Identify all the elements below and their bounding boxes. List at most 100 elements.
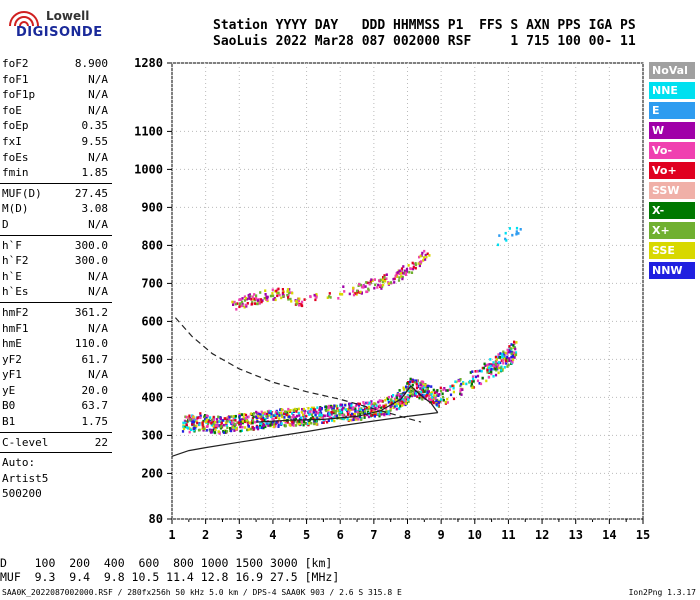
echo-point [511, 360, 514, 364]
legend-vo: Vo+ [649, 162, 695, 179]
echo-point [263, 296, 266, 300]
echo-point [344, 408, 347, 411]
echo-point [515, 341, 518, 344]
echo-point [244, 413, 248, 417]
echo-point [271, 414, 274, 417]
param-value: 110.0 [74, 337, 108, 351]
echo-point [222, 423, 225, 427]
echo-point [383, 276, 386, 279]
echo-point [399, 404, 402, 408]
echo-point [506, 348, 509, 352]
param-key: yE [2, 383, 16, 397]
echo-point [408, 383, 411, 386]
echo-point [297, 411, 300, 415]
echo-point [231, 421, 234, 424]
echo-point [287, 294, 290, 297]
echo-point [256, 302, 259, 306]
echo-point [216, 421, 219, 424]
echo-point [195, 424, 198, 428]
echo-point [374, 413, 377, 416]
echo-point [363, 407, 367, 410]
echo-point [397, 393, 401, 396]
echo-point [348, 410, 351, 413]
echo-point [222, 419, 225, 422]
echo-point [471, 370, 474, 373]
echo-point [392, 394, 395, 397]
echo-point [251, 425, 254, 429]
echo-point [342, 406, 345, 410]
echo-point [261, 411, 265, 415]
echo-point [243, 299, 247, 302]
echo-point [228, 420, 232, 424]
echo-point [396, 392, 399, 396]
echo-point [421, 398, 424, 401]
echo-point [207, 420, 210, 423]
echo-point [384, 398, 387, 402]
echo-point [192, 415, 195, 419]
echo-point [255, 302, 258, 306]
echo-point [341, 413, 344, 417]
echo-point [513, 356, 516, 359]
echo-point [378, 404, 382, 407]
echo-point [265, 415, 268, 418]
echo-point [513, 342, 516, 345]
echo-point [314, 298, 317, 302]
echo-point [515, 232, 518, 236]
brand-line1: Lowell [46, 9, 90, 23]
echo-point [354, 410, 357, 413]
echo-point [444, 400, 447, 404]
echo-point [260, 415, 263, 418]
echo-point [266, 298, 269, 301]
echo-point [294, 416, 297, 419]
echo-point [242, 417, 246, 420]
echo-point [387, 395, 390, 399]
echo-point [287, 407, 290, 411]
echo-point [307, 419, 310, 422]
echo-point [497, 366, 500, 370]
echo-point [489, 364, 492, 368]
echo-point [325, 405, 328, 408]
echo-point [394, 399, 397, 402]
echo-point [315, 296, 318, 299]
echo-point [508, 348, 511, 352]
echo-point [292, 421, 295, 425]
echo-point [327, 408, 330, 411]
echo-point [278, 411, 281, 415]
echo-point [409, 390, 412, 394]
param-row-mufd: MUF(D) 27.45 [0, 186, 112, 202]
echo-point [499, 366, 502, 370]
echo-point [202, 426, 205, 429]
echo-point [506, 352, 509, 355]
echo-point [395, 394, 398, 398]
echo-point [366, 290, 369, 293]
echo-point [224, 431, 227, 434]
echo-point [514, 351, 518, 354]
echo-point [424, 258, 427, 261]
echo-point [387, 410, 390, 413]
echo-point [332, 407, 335, 410]
y-tick-label: 80 [149, 512, 163, 526]
echo-point [481, 366, 484, 370]
echo-point [362, 401, 365, 404]
echo-point [211, 420, 214, 423]
echo-point [352, 290, 355, 293]
echo-point [286, 293, 289, 297]
x-tick-label: 5 [303, 528, 310, 542]
echo-point [240, 304, 243, 308]
echo-point [283, 416, 286, 419]
echo-point [288, 288, 291, 291]
echo-point [335, 414, 338, 417]
echo-point [377, 283, 380, 287]
echo-point [333, 419, 336, 423]
echo-point [364, 410, 367, 413]
echo-point [184, 421, 187, 425]
echo-point [370, 402, 373, 406]
param-key: h`F2 [2, 254, 29, 268]
echo-point [338, 408, 342, 412]
echo-point [203, 415, 206, 419]
echo-point [199, 416, 202, 420]
echo-point [378, 399, 381, 403]
echo-point [414, 263, 418, 267]
echo-point [281, 288, 284, 291]
param-row-b0: B0 63.7 [0, 398, 112, 414]
